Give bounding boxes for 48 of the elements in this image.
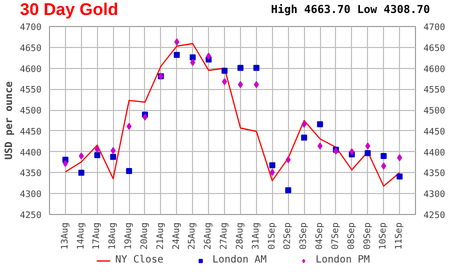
y2-tick-label: 4250 <box>424 211 446 221</box>
y2-tick-label: 4450 <box>424 127 446 138</box>
chart-subtitle: High 4663.70 Low 4308.70 <box>271 2 430 18</box>
x-tick-label: 10Sep <box>378 222 389 250</box>
y2-tick-label: 4400 <box>424 148 446 158</box>
y2-tick-label: 4300 <box>424 190 446 200</box>
y-tick-label: 4600 <box>20 64 42 75</box>
y-tick-label: 4450 <box>20 127 42 138</box>
x-tick-label: 02Sep <box>283 222 294 250</box>
y-axis-title: USD per ounce <box>4 81 15 160</box>
y2-tick-label: 4600 <box>424 64 446 75</box>
y-tick-label: 4300 <box>20 190 42 200</box>
x-tick-label: 18Aug <box>108 222 118 250</box>
x-tick-label: 04Sep <box>315 222 326 250</box>
x-tick-label: 07Sep <box>330 222 341 250</box>
x-tick-label: 13Aug <box>60 222 70 250</box>
y-tick-label: 4250 <box>20 211 42 221</box>
x-tick-label: 20Aug <box>140 222 150 250</box>
legend-label: London PM <box>316 254 370 266</box>
x-tick-label: 03Sep <box>299 222 310 250</box>
y-tick-label: 4350 <box>20 169 42 180</box>
x-tick-label: 25Aug <box>188 222 198 250</box>
x-tick-label: 26Aug <box>204 222 214 250</box>
x-tick-label: 17Aug <box>92 222 102 250</box>
y2-tick-label: 4650 <box>424 44 446 54</box>
y-tick-label: 4650 <box>20 44 42 54</box>
y-tick-label: 4700 <box>20 23 42 33</box>
chart-title: 30 Day Gold <box>20 0 118 20</box>
y2-tick-label: 4500 <box>424 106 446 117</box>
y-tick-label: 4500 <box>20 106 42 117</box>
x-tick-label: 19Aug <box>124 222 134 250</box>
x-tick-label: 31Aug <box>251 222 262 250</box>
x-tick-label: 24Aug <box>172 222 182 250</box>
x-tick-label: 27Aug <box>220 222 230 250</box>
x-tick-label: 09Sep <box>362 222 373 250</box>
y2-tick-label: 4350 <box>424 169 446 180</box>
y-tick-label: 4550 <box>20 86 42 96</box>
x-tick-label: 28Aug <box>235 222 246 250</box>
y-tick-label: 4400 <box>20 148 42 158</box>
x-tick-label: 08Sep <box>346 222 357 250</box>
x-tick-label: 11Sep <box>394 222 405 250</box>
legend-label: London AM <box>212 254 267 266</box>
x-tick-label: 21Aug <box>156 222 166 250</box>
x-tick-label: 14Aug <box>76 222 86 250</box>
legend-label: NY Close <box>115 254 164 266</box>
x-tick-label: 01Sep <box>267 222 278 250</box>
y2-tick-label: 4550 <box>424 86 446 96</box>
y2-tick-label: 4700 <box>424 23 446 33</box>
